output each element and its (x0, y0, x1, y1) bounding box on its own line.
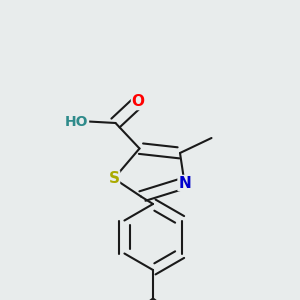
Text: N: N (178, 176, 191, 190)
Text: O: O (131, 94, 145, 110)
Text: S: S (109, 171, 119, 186)
Text: HO: HO (65, 115, 88, 128)
